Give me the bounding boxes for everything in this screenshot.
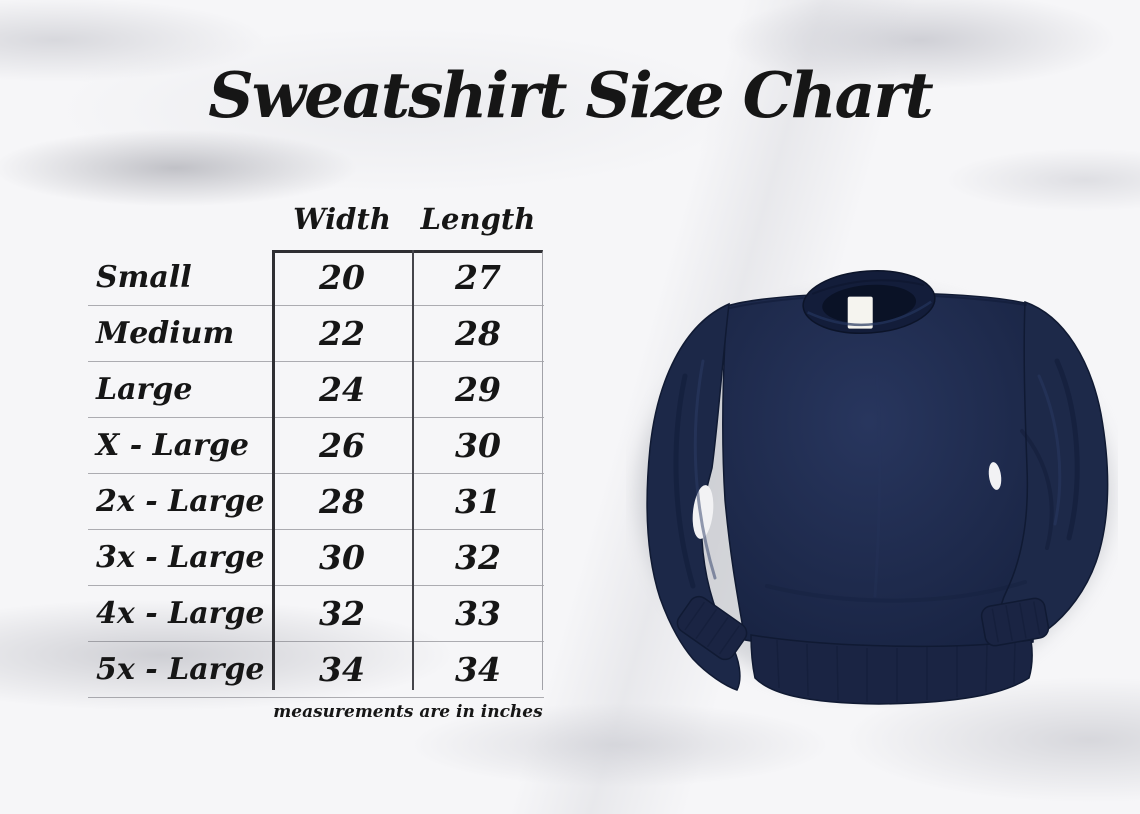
col-header-width: Width bbox=[293, 202, 391, 236]
length-value: 33 bbox=[455, 594, 501, 633]
measurements-footnote: measurements are in inches bbox=[273, 702, 543, 722]
table-row-small: Small 20 27 bbox=[88, 250, 544, 306]
care-tag bbox=[847, 296, 873, 329]
length-value: 34 bbox=[455, 650, 501, 689]
table-row-xlarge: X - Large 26 30 bbox=[88, 418, 544, 474]
size-table: Width Length Small 20 27 Medium 22 28 La… bbox=[88, 196, 544, 698]
page-title: Sweatshirt Size Chart bbox=[208, 58, 933, 132]
col-header-length: Length bbox=[420, 202, 536, 236]
length-value: 31 bbox=[455, 482, 501, 521]
length-value: 28 bbox=[455, 314, 501, 353]
sweatshirt-photo bbox=[637, 269, 1113, 705]
size-label: 2x - Large bbox=[96, 484, 265, 519]
table-header-row: Width Length bbox=[88, 196, 544, 250]
table-row-4xlarge: 4x - Large 32 33 bbox=[88, 586, 544, 642]
size-label: Small bbox=[96, 260, 192, 295]
size-label: Medium bbox=[96, 316, 235, 351]
length-value: 27 bbox=[455, 258, 501, 297]
fabric-folds bbox=[673, 295, 1080, 603]
shirt-left-cuff bbox=[676, 595, 748, 661]
shirt-waistband bbox=[750, 634, 1033, 705]
width-value: 28 bbox=[319, 482, 365, 521]
size-label: 5x - Large bbox=[96, 652, 265, 687]
shirt-collar bbox=[802, 269, 936, 335]
width-value: 34 bbox=[319, 650, 365, 689]
shirt-body bbox=[722, 292, 1041, 652]
table-row-5xlarge: 5x - Large 34 34 bbox=[88, 642, 544, 698]
shirt-right-cuff bbox=[980, 597, 1050, 647]
table-row-2xlarge: 2x - Large 28 31 bbox=[88, 474, 544, 530]
length-value: 30 bbox=[455, 426, 501, 465]
width-value: 32 bbox=[319, 594, 365, 633]
width-value: 24 bbox=[319, 370, 365, 409]
table-row-3xlarge: 3x - Large 30 32 bbox=[88, 530, 544, 586]
length-value: 29 bbox=[455, 370, 501, 409]
size-label: X - Large bbox=[96, 428, 250, 463]
shirt-left-sleeve bbox=[646, 302, 741, 691]
size-label: 4x - Large bbox=[96, 596, 265, 631]
fold-gap-right bbox=[988, 462, 1002, 490]
length-value: 32 bbox=[455, 538, 501, 577]
width-value: 22 bbox=[319, 314, 365, 353]
table-row-large: Large 24 29 bbox=[88, 362, 544, 418]
width-value: 26 bbox=[319, 426, 365, 465]
table-row-medium: Medium 22 28 bbox=[88, 306, 544, 362]
width-value: 20 bbox=[319, 258, 365, 297]
size-label: Large bbox=[96, 372, 193, 407]
size-label: 3x - Large bbox=[96, 540, 265, 575]
width-value: 30 bbox=[319, 538, 365, 577]
